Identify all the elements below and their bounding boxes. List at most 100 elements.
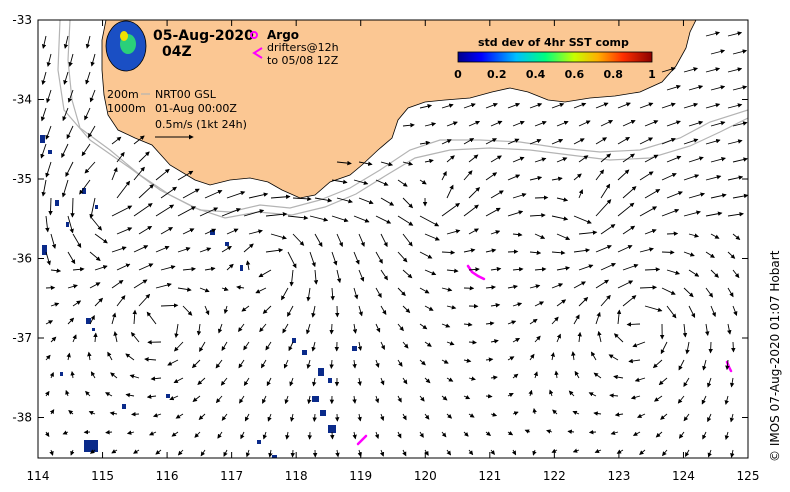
current-arrow: [160, 227, 174, 235]
current-arrow: [630, 395, 641, 400]
current-arrow: [512, 373, 519, 379]
current-arrow: [111, 136, 122, 145]
current-arrow: [397, 323, 404, 332]
current-arrow: [419, 140, 431, 146]
current-arrow: [732, 233, 741, 240]
current-arrow: [622, 153, 635, 163]
current-arrow: [132, 309, 137, 325]
current-arrow: [306, 287, 311, 302]
current-arrow: [419, 215, 440, 227]
current-arrow: [352, 323, 358, 334]
current-arrow: [152, 413, 162, 418]
current-arrow: [622, 120, 636, 127]
current-arrow: [248, 229, 263, 235]
current-arrow: [446, 184, 454, 199]
current-arrow: [402, 341, 409, 349]
current-arrow: [380, 197, 395, 206]
current-arrow: [549, 389, 554, 397]
current-arrow: [551, 283, 564, 289]
current-arrow: [424, 122, 437, 127]
current-arrow: [617, 169, 630, 181]
current-arrow: [688, 192, 706, 199]
current-arrow: [314, 197, 333, 203]
x-tick-label: 114: [27, 469, 50, 483]
current-arrow: [578, 189, 584, 199]
current-arrow: [45, 125, 52, 140]
current-arrow: [62, 107, 69, 122]
current-arrow: [634, 377, 646, 382]
current-arrow: [424, 413, 430, 420]
current-arrow: [593, 411, 602, 416]
current-arrow: [529, 353, 535, 361]
current-arrow: [402, 449, 407, 457]
current-arrow: [419, 431, 424, 438]
current-arrow: [81, 143, 91, 157]
current-arrow: [551, 316, 559, 325]
x-tick-label: 123: [607, 469, 630, 483]
colorbar-ticks: 0 0.2 0.4 0.6 0.8 1: [454, 68, 656, 81]
current-arrow: [197, 377, 206, 386]
current-arrow: [468, 267, 480, 272]
isobath-1000m: [57, 20, 748, 219]
colorbar-tick-label: 1: [648, 68, 656, 81]
current-arrow: [556, 157, 568, 163]
current-arrow: [66, 125, 74, 140]
current-arrow: [609, 393, 619, 398]
current-arrow: [375, 251, 383, 264]
current-arrow: [595, 102, 609, 109]
current-arrow: [729, 377, 735, 388]
current-arrow: [352, 431, 357, 440]
current-arrow: [490, 375, 498, 380]
current-arrow: [617, 280, 634, 289]
current-arrow: [89, 251, 101, 261]
current-arrow: [309, 215, 329, 222]
current-arrow: [305, 323, 311, 335]
current-arrow: [402, 305, 411, 314]
current-arrow: [397, 287, 406, 297]
current-arrow: [485, 102, 498, 109]
current-arrow: [314, 233, 323, 248]
current-arrow: [105, 430, 113, 435]
current-arrow: [133, 279, 148, 289]
current-arrow: [529, 213, 546, 218]
current-arrow: [45, 354, 51, 361]
current-arrow: [644, 154, 659, 163]
current-arrow: [727, 175, 744, 181]
current-arrow: [578, 230, 598, 235]
current-arrow: [200, 449, 206, 457]
current-arrow: [682, 323, 688, 338]
current-arrow: [529, 250, 542, 255]
current-arrow: [67, 251, 76, 265]
current-arrow: [380, 233, 388, 248]
colorbar-tick-label: 0.4: [526, 68, 546, 81]
current-arrow: [485, 393, 493, 399]
current-arrow: [732, 305, 738, 316]
current-arrow: [65, 161, 74, 177]
current-arrow: [309, 251, 316, 268]
current-arrow: [446, 305, 457, 310]
current-arrow: [732, 269, 740, 279]
current-arrow: [402, 269, 413, 279]
current-arrow: [551, 250, 566, 256]
current-arrow: [63, 35, 69, 49]
current-arrow: [507, 320, 517, 325]
current-arrow: [226, 228, 239, 235]
current-arrow: [551, 448, 558, 453]
current-arrow: [507, 249, 519, 254]
current-arrow: [468, 120, 481, 127]
current-arrow: [375, 215, 392, 224]
current-arrow: [534, 233, 546, 239]
current-arrow: [41, 179, 47, 197]
current-arrow: [72, 233, 82, 248]
current-arrow: [240, 431, 245, 440]
current-arrow: [732, 85, 748, 91]
current-arrow: [658, 377, 668, 386]
current-arrow: [534, 195, 549, 200]
current-arrow: [311, 377, 317, 387]
current-arrow: [551, 138, 564, 145]
current-arrow: [111, 449, 118, 454]
current-arrow: [177, 247, 191, 253]
current-arrow: [177, 449, 184, 456]
product-date: 01-Aug 00:00Z: [155, 102, 237, 115]
current-arrow: [608, 354, 619, 361]
